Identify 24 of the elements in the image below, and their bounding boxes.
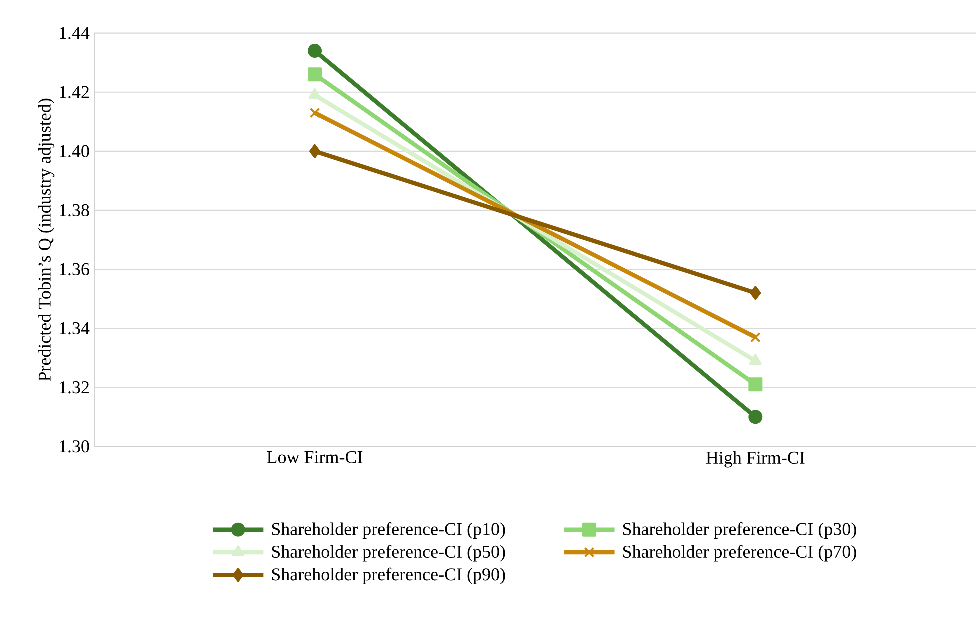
y-tick-label: 1.34 bbox=[60, 322, 90, 335]
legend-label: Shareholder preference-CI (p30) bbox=[623, 522, 856, 540]
legend-label: Shareholder preference-CI (p70) bbox=[623, 545, 856, 562]
point bbox=[310, 108, 320, 118]
legend-label: Shareholder preference-CI (p90) bbox=[272, 568, 506, 584]
legend-label: Shareholder preference-CI (p50) bbox=[272, 545, 506, 562]
y-tick-label: 1.42 bbox=[60, 86, 89, 98]
point bbox=[750, 286, 762, 300]
point bbox=[310, 144, 320, 158]
point bbox=[748, 410, 763, 424]
y-tick-label: 1.36 bbox=[60, 263, 90, 276]
y-tick-label: 1.40 bbox=[60, 145, 90, 158]
y-tick-label: 1.30 bbox=[60, 440, 90, 453]
y-tick-label: 1.32 bbox=[60, 382, 89, 394]
y-tick-label: 1.38 bbox=[60, 204, 90, 217]
y-tick-label: 1.44 bbox=[60, 27, 90, 40]
point bbox=[748, 378, 763, 392]
x-tick-label: Low Firm-CI bbox=[267, 451, 363, 464]
point bbox=[750, 332, 761, 343]
y-axis-title: Predicted Tobin’s Q (industry adjusted) bbox=[38, 98, 55, 382]
point bbox=[308, 68, 322, 82]
legend-label: Shareholder preference-CI (p10) bbox=[272, 522, 506, 540]
x-tick-label: High Firm-CI bbox=[706, 451, 805, 468]
point bbox=[308, 44, 322, 58]
